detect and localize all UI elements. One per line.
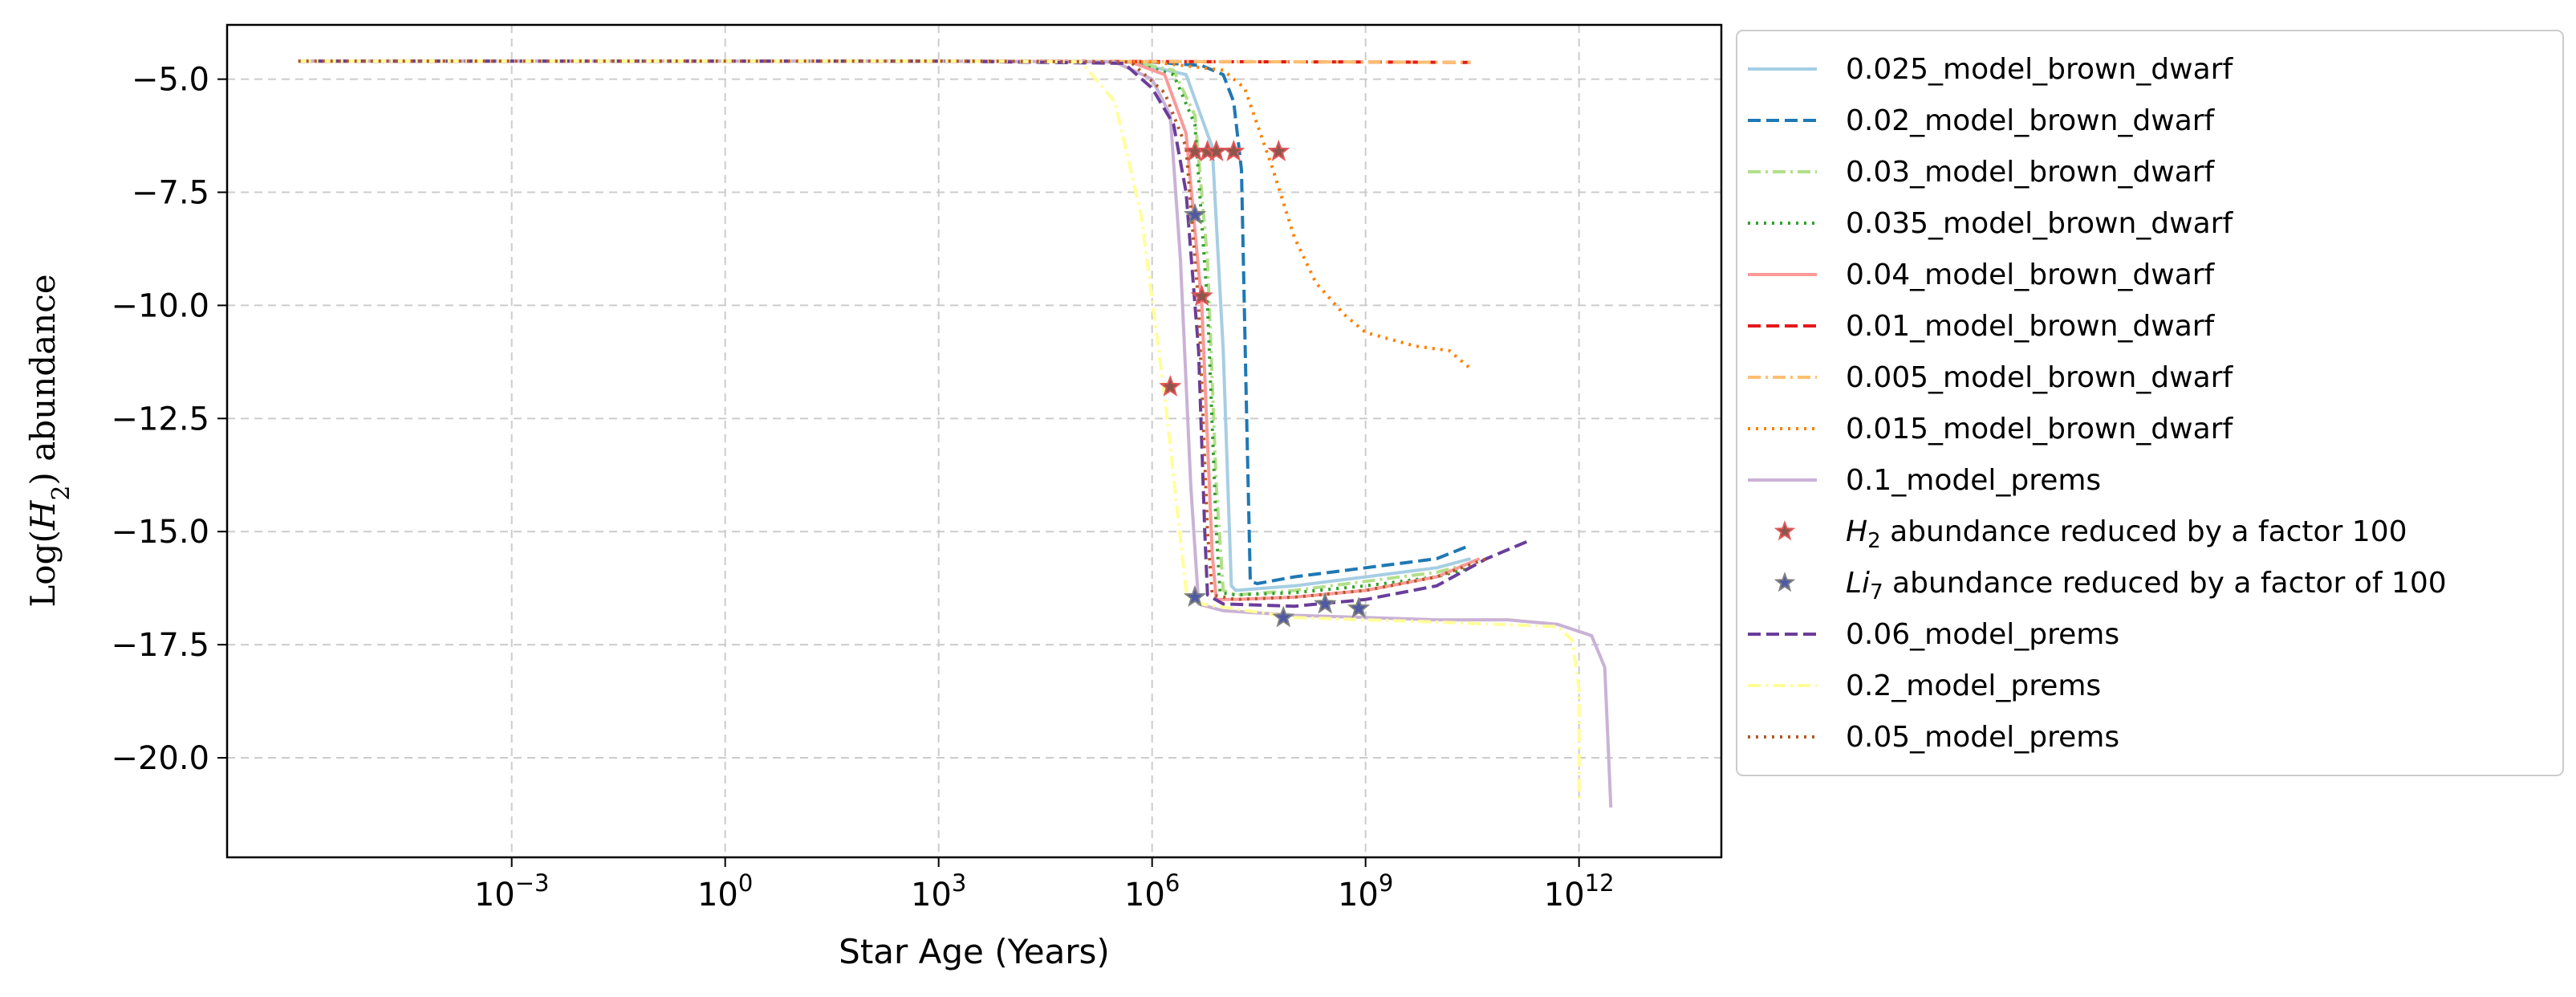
series-line-0.015_model_brown_dwarf <box>298 59 1472 370</box>
star-marker-1 <box>1183 585 1207 607</box>
y-tick-label: −15.0 <box>111 514 209 551</box>
y-tick-label: −7.5 <box>132 175 209 212</box>
y-tick-label: −10.0 <box>111 287 209 324</box>
x-axis-ticks: 10−3 100 103 106 109 1012 <box>474 857 1615 914</box>
y-tick-label: −17.5 <box>111 627 209 664</box>
plot-lines <box>298 59 1613 808</box>
x-tick-label: 106 <box>1124 869 1180 914</box>
legend-box <box>1736 30 2564 776</box>
series-line-0.035_model_brown_dwarf <box>298 59 1472 597</box>
series-line-0.05_model_prems <box>298 59 1487 601</box>
legend-label: 0.005_model_brown_dwarf <box>1846 361 2233 394</box>
series-line-0.02_model_brown_dwarf <box>298 59 1472 585</box>
x-axis-label: Star Age (Years) <box>839 932 1110 971</box>
x-tick-label: 1012 <box>1544 869 1615 914</box>
series-line-0.03_model_brown_dwarf <box>298 59 1472 597</box>
legend-label: 0.02_model_brown_dwarf <box>1846 104 2216 137</box>
legend-label: 0.03_model_brown_dwarf <box>1846 156 2216 189</box>
star-marker-1 <box>1347 596 1371 618</box>
legend-label: 0.2_model_prems <box>1846 669 2101 702</box>
legend-label: 0.04_model_brown_dwarf <box>1846 258 2216 291</box>
legend: 0.025_model_brown_dwarf 0.02_model_brown_… <box>1736 30 2564 776</box>
x-tick-label: 109 <box>1338 869 1393 914</box>
x-tick-label: 10−3 <box>474 869 550 914</box>
star-marker-0 <box>1267 139 1290 161</box>
plot-markers <box>1159 139 1371 628</box>
legend-marker <box>1774 572 1796 592</box>
legend-marker <box>1774 520 1796 541</box>
star-marker-1 <box>1272 605 1295 628</box>
legend-label: 0.1_model_prems <box>1846 464 2101 497</box>
legend-label: 0.06_model_prems <box>1846 618 2119 651</box>
x-tick-label: 100 <box>697 869 753 914</box>
series-line-0.06_model_prems <box>298 59 1530 608</box>
legend-label: Li7 abundance reduced by a factor of 100 <box>1846 567 2447 604</box>
series-line-0.04_model_brown_dwarf <box>298 59 1481 601</box>
star-marker-1 <box>1314 592 1337 614</box>
star-marker-0 <box>1190 284 1213 307</box>
plot-frame <box>226 23 1723 859</box>
star-marker-1 <box>1183 202 1207 225</box>
grid <box>227 25 1721 857</box>
y-tick-label: −20.0 <box>111 740 209 777</box>
star-marker-0 <box>1222 139 1245 161</box>
legend-label: 0.01_model_brown_dwarf <box>1846 310 2216 343</box>
y-axis-ticks: −5.0 −7.5 −10.0 −12.5 −15.0 −17.5 −20.0 <box>111 62 227 777</box>
y-tick-label: −5.0 <box>132 62 209 99</box>
series-line-0.1_model_prems <box>298 59 1613 808</box>
x-tick-label: 103 <box>911 869 966 914</box>
y-axis-label: Log(H2) abundance <box>23 274 75 607</box>
legend-label: 0.025_model_brown_dwarf <box>1846 53 2233 86</box>
series-line-0.025_model_brown_dwarf <box>298 59 1472 592</box>
y-tick-label: −12.5 <box>111 401 209 437</box>
legend-label: 0.015_model_brown_dwarf <box>1846 413 2233 446</box>
legend-label: H2 abundance reduced by a factor 100 <box>1846 515 2407 553</box>
legend-label: 0.05_model_prems <box>1846 721 2119 754</box>
series-line-0.2_model_prems <box>298 59 1581 804</box>
star-marker-0 <box>1159 375 1182 397</box>
legend-label: 0.035_model_brown_dwarf <box>1846 207 2233 240</box>
